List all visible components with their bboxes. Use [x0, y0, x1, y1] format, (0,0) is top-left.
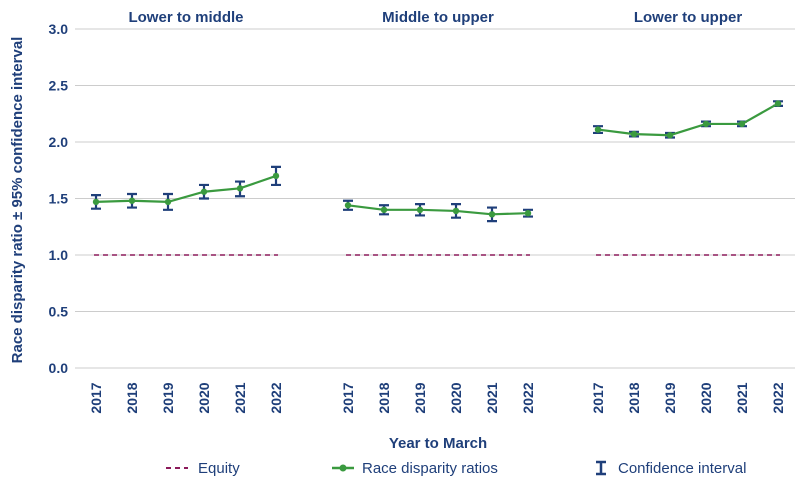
y-tick-label: 1.5 — [49, 191, 69, 207]
panel-title: Lower to middle — [128, 9, 243, 26]
x-axis-title: Year to March — [389, 435, 487, 452]
x-tick-label: 2017 — [88, 382, 104, 413]
series-line — [597, 102, 779, 137]
legend-item-ci: Confidence interval — [596, 460, 746, 477]
legend-ratio-marker — [339, 464, 347, 472]
panel-title: Middle to upper — [382, 9, 494, 26]
data-point — [416, 206, 424, 213]
panel: Middle to upper 2017 2018 2019 2020 2021 2022 — [340, 9, 536, 414]
y-tick-label: 0.0 — [49, 360, 69, 376]
y-tick-label: 0.5 — [49, 304, 69, 320]
data-point — [630, 130, 638, 138]
data-point — [594, 126, 602, 133]
data-point — [164, 198, 172, 206]
x-tick-label: 2020 — [448, 382, 464, 413]
series-line — [347, 204, 529, 216]
x-tick-label: 2022 — [268, 382, 284, 413]
data-point — [666, 132, 674, 139]
data-point — [344, 202, 352, 209]
y-tick-label: 1.0 — [49, 247, 69, 263]
legend-item-ratio: Race disparity ratios — [332, 460, 498, 477]
y-tick-label: 3.0 — [49, 21, 69, 37]
x-tick-label: 2017 — [340, 382, 356, 413]
legend-equity-label: Equity — [198, 460, 240, 477]
x-tick-label: 2020 — [698, 382, 714, 413]
data-point — [702, 120, 710, 128]
series-line — [95, 174, 277, 203]
legend-ci-swatch — [596, 460, 606, 476]
x-tick-label: 2022 — [520, 382, 536, 413]
data-point — [452, 207, 460, 215]
x-tick-label: 2019 — [662, 382, 678, 413]
x-tick-label: 2021 — [232, 382, 248, 413]
data-point — [380, 206, 388, 213]
legend-ci-label: Confidence interval — [618, 460, 746, 477]
data-point — [524, 209, 532, 217]
x-tick-label: 2022 — [770, 382, 786, 413]
data-point — [488, 211, 496, 218]
panel: Lower to upper 2017 2018 2019 2020 2021 2022 — [590, 9, 786, 414]
x-tick-label: 2021 — [734, 382, 750, 413]
data-point — [200, 188, 208, 195]
data-point — [128, 197, 136, 204]
y-tick-label: 2.5 — [49, 78, 69, 94]
data-point — [272, 172, 280, 180]
data-point — [236, 185, 244, 192]
y-axis: 0.0 0.5 1.0 1.5 2.0 2.5 3.0 — [49, 21, 69, 376]
x-tick-label: 2018 — [376, 382, 392, 413]
x-tick-label: 2019 — [412, 382, 428, 413]
panel-title: Lower to upper — [634, 9, 742, 26]
legend-item-equity: Equity — [166, 460, 240, 477]
legend-ratio-label: Race disparity ratios — [362, 460, 498, 477]
legend: Equity Race disparity ratios Confidence … — [166, 460, 746, 477]
data-point — [738, 120, 746, 128]
x-tick-label: 2018 — [124, 382, 140, 413]
x-tick-label: 2018 — [626, 382, 642, 413]
panel: Lower to middle 2017 2018 2019 2020 2021 2022 — [88, 9, 284, 414]
x-tick-label: 2017 — [590, 382, 606, 413]
x-tick-label: 2019 — [160, 382, 176, 413]
y-axis-title: Race disparity ratio ± 95% confidence in… — [9, 37, 26, 364]
x-tick-label: 2021 — [484, 382, 500, 413]
x-tick-label: 2020 — [196, 382, 212, 413]
data-point — [774, 100, 782, 107]
y-tick-label: 2.0 — [49, 134, 69, 150]
data-point — [92, 198, 100, 206]
